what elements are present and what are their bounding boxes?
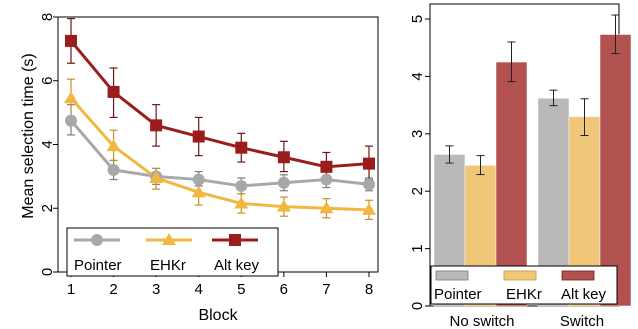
- bar-chart-y-tick-label: 2: [409, 187, 426, 195]
- line-chart-series-lines: [69, 39, 370, 212]
- bar-category-label-no-switch: No switch: [449, 313, 514, 329]
- line-chart-markers: [64, 34, 376, 215]
- line-chart-x-tick-label: 6: [280, 281, 288, 298]
- bar-chart-legend: Pointer EHKr Alt key: [430, 265, 618, 305]
- line-chart-x-tick-label: 2: [109, 281, 117, 298]
- data-point-pointer: [107, 164, 120, 176]
- line-chart-y-tick-label: 8: [39, 13, 56, 21]
- legend-label-altkey: Alt key: [214, 257, 260, 274]
- line-chart-y-tick-label: 0: [39, 268, 56, 276]
- line-chart-x-tick-label: 8: [365, 281, 373, 298]
- data-point-ehkr: [234, 196, 249, 209]
- bar-chart-bars: [433, 34, 632, 307]
- legend-label-pointer: Pointer: [74, 257, 122, 274]
- legend-marker-ehkr: [162, 233, 176, 245]
- data-point-pointer: [192, 173, 205, 186]
- line-chart-x-tick-label: 3: [152, 281, 160, 298]
- bar-alt-key-switch: [599, 34, 632, 307]
- data-point-pointer: [235, 179, 248, 192]
- data-point-ehkr: [319, 201, 334, 214]
- legend-marker-altkey: [229, 234, 241, 246]
- legend-label-ehkr: EHKr: [150, 257, 186, 274]
- data-point-pointer: [277, 176, 290, 189]
- bar-chart-y-tick-label: 5: [409, 15, 426, 23]
- legend-swatch-altkey: [561, 270, 595, 281]
- data-point-pointer: [320, 173, 333, 186]
- legend-swatch-pointer: [435, 270, 469, 281]
- line-chart-x-tick-label: 5: [237, 281, 245, 298]
- series-line-ehkr: [69, 97, 370, 212]
- bar-legend-label-ehkr: EHKr: [506, 286, 542, 303]
- data-point-pointer: [65, 114, 77, 127]
- legend-swatch-ehkr: [503, 270, 537, 281]
- data-point-altkey: [150, 119, 163, 132]
- data-point-altkey: [320, 160, 333, 173]
- bar-chart-error-bars: [445, 14, 620, 176]
- data-point-ehkr: [276, 199, 291, 212]
- data-point-altkey: [107, 85, 120, 98]
- data-point-altkey: [277, 151, 290, 164]
- line-chart-y-axis-title: Mean selection time (s): [20, 53, 37, 218]
- line-chart-legend-box: [66, 227, 279, 277]
- line-chart-x-tick-label: 7: [322, 281, 330, 298]
- line-chart-x-axis-title: Block: [198, 307, 238, 324]
- bar-chart-y-tick-label: 1: [409, 244, 426, 252]
- bar-chart-y-tick-label: 4: [409, 72, 426, 80]
- data-point-ehkr: [64, 91, 78, 104]
- line-chart-y-tick-label: 2: [39, 204, 56, 212]
- bar-legend-label-altkey: Alt key: [561, 286, 607, 303]
- bar-category-label-switch: Switch: [560, 313, 604, 329]
- data-point-altkey: [363, 157, 375, 170]
- line-chart-y-tick-label: 4: [39, 140, 56, 148]
- series-line-pointer: [69, 119, 370, 188]
- data-point-altkey: [235, 141, 248, 154]
- series-line-alt-key: [69, 39, 370, 169]
- line-chart-error-bars: [67, 17, 373, 221]
- legend-marker-pointer: [91, 234, 103, 246]
- bar-chart-y-tick-label: 0: [409, 302, 426, 310]
- line-chart-legend: Pointer EHKr Alt key: [66, 227, 279, 277]
- data-point-ehkr: [191, 185, 206, 198]
- data-point-ehkr: [149, 170, 164, 183]
- line-chart: 0 2 4 6 8 1 2 3 4 5 6 7 8 Mean selection time (s) Bl…: [20, 13, 379, 324]
- line-chart-y-tick-label: 6: [39, 77, 56, 85]
- bar-chart: 0 1 2 3 4 5 Pointer EHKr Alt key No switch Sw…: [409, 3, 632, 329]
- bar-legend-label-pointer: Pointer: [434, 286, 482, 303]
- data-point-ehkr: [106, 139, 121, 152]
- line-chart-x-tick-label: 1: [67, 281, 75, 298]
- bar-chart-y-tick-label: 3: [409, 130, 426, 138]
- data-point-altkey: [65, 34, 77, 47]
- data-point-pointer: [363, 178, 375, 191]
- data-point-ehkr: [362, 202, 376, 215]
- line-chart-x-tick-label: 4: [195, 281, 203, 298]
- data-point-altkey: [192, 130, 205, 143]
